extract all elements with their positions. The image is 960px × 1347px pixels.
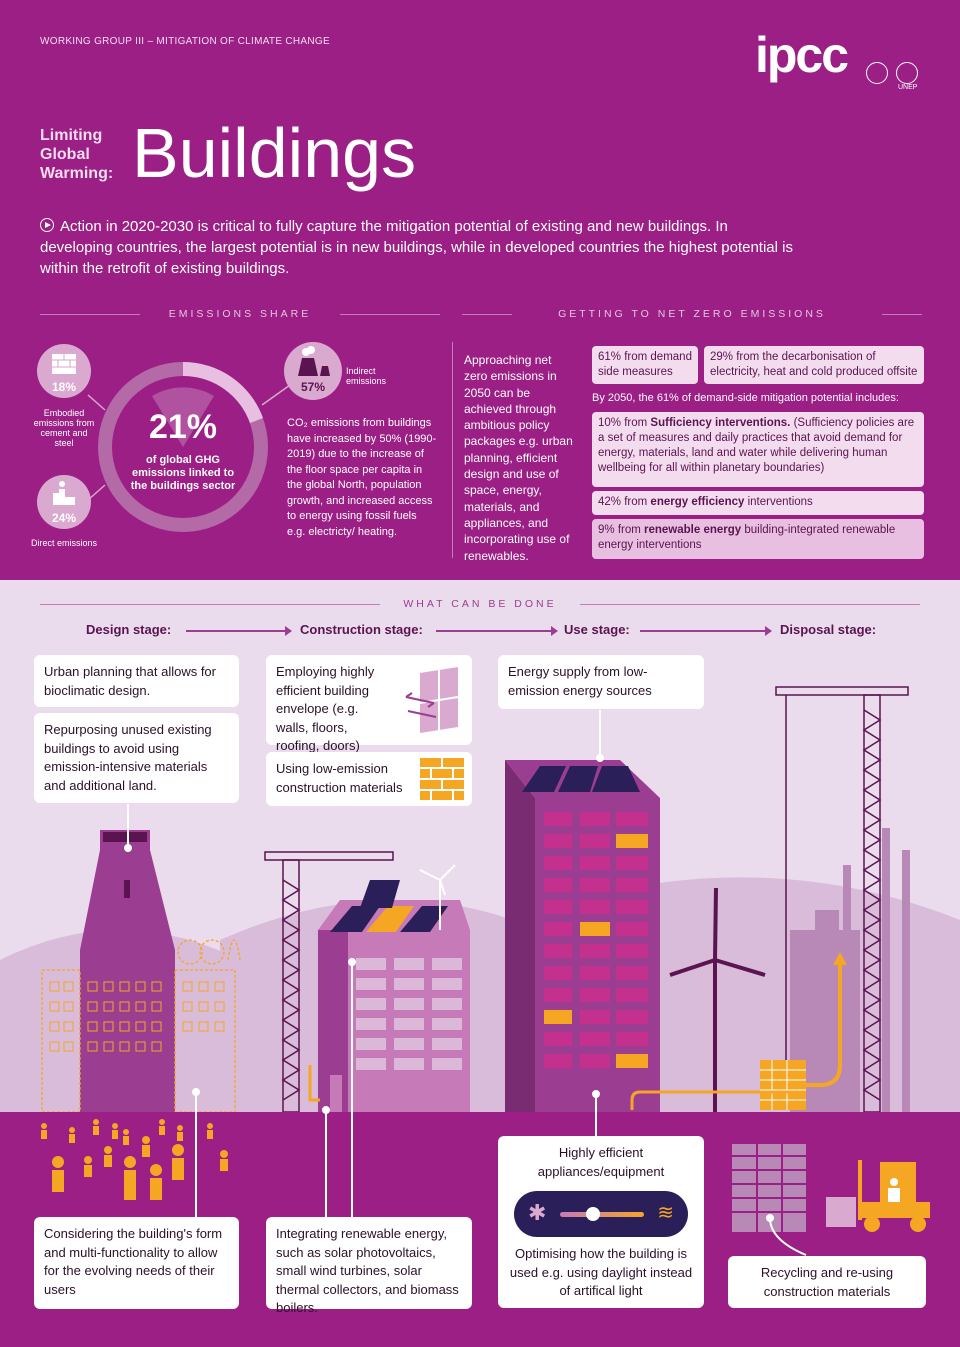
envelope-text: Employing highly efficient building enve…: [276, 664, 375, 753]
heat-icon: ≋: [657, 1202, 674, 1224]
what-can-be-done-text: WHAT CAN BE DONE: [403, 598, 557, 610]
slider-track: [560, 1212, 644, 1217]
urban-planning-card: Urban planning that allows for bioclimat…: [34, 655, 239, 707]
form-card: Considering the building's form and mult…: [34, 1217, 239, 1309]
sufficiency-post: (Sufficiency policies are a set of measu…: [598, 417, 915, 474]
direct-bubble: 24%: [37, 475, 91, 529]
slider-knob: [586, 1207, 600, 1221]
efficiency-post: interventions: [744, 496, 813, 508]
indirect-pct: 57%: [300, 380, 326, 394]
approach-text: Approaching net zero emissions in 2050 c…: [464, 353, 573, 563]
efficiency-box: 42% from energy efficiency interventions: [592, 491, 924, 515]
embodied-bubble: 18%: [37, 344, 91, 398]
sufficiency-box: 10% from Sufficiency interventions. (Suf…: [592, 412, 924, 487]
efficiency-pre: 42% from: [598, 496, 651, 508]
indirect-label: Indirect emissions: [346, 366, 387, 386]
arrow-3: [640, 626, 772, 636]
main-percentage: 21%: [148, 408, 218, 446]
stage-disposal: Disposal stage:: [780, 622, 877, 637]
appliances-text: Highly efficient appliances/equipment: [537, 1145, 665, 1179]
working-group-label: WORKING GROUP III – MITIGATION OF CLIMAT…: [40, 36, 330, 47]
renewable-bold: renewable energy: [644, 524, 742, 536]
illustration-background: [0, 686, 960, 1112]
wmo-emblem-icon: [866, 62, 888, 84]
net-zero-heading-text: GETTING TO NET ZERO EMISSIONS: [558, 308, 826, 320]
what-can-be-done-heading: WHAT CAN BE DONE: [40, 598, 920, 610]
sufficiency-bold: Sufficiency interventions.: [650, 417, 791, 429]
low-emission-text: Using low-emission construction material…: [276, 761, 403, 795]
connector-lines: [87, 384, 291, 501]
indirect-bubble: 57%: [284, 342, 342, 400]
ipcc-logo: ipcc: [755, 27, 849, 83]
snowflake-icon: ✱: [528, 1200, 547, 1225]
renewable-pre: 9% from: [598, 524, 645, 536]
stage-use: Use stage:: [564, 622, 630, 637]
arrow-1: [186, 626, 292, 636]
net-zero-heading: GETTING TO NET ZERO EMISSIONS: [462, 308, 922, 320]
direct-label: Direct emissions: [30, 538, 97, 548]
unep-label: UNEP: [898, 84, 918, 91]
renewable-box: 9% from renewable energy building-integr…: [592, 519, 924, 559]
intro-text: Action in 2020-2030 is critical to fully…: [40, 216, 800, 279]
limiting-label: Limiting Global Warming:: [40, 127, 114, 182]
renewable-card: Integrating renewable energy, such as so…: [266, 1217, 472, 1315]
sufficiency-pre: 10% from: [598, 417, 651, 429]
direct-pct: 24%: [51, 511, 77, 525]
window-icon: [405, 667, 459, 733]
envelope-card: Employing highly efficient building enve…: [266, 655, 472, 753]
low-emission-card: Using low-emission construction material…: [266, 752, 472, 806]
stage-design: Design stage:: [86, 622, 172, 637]
top-section: WORKING GROUP III – MITIGATION OF CLIMAT…: [0, 0, 960, 580]
efficiency-bold: energy efficiency: [650, 496, 745, 508]
energy-supply-card: Energy supply from low-emission energy s…: [498, 655, 704, 709]
emissions-donut: 21% of global GHG emissions linked to th…: [98, 362, 268, 532]
recycling-card: Recycling and re-using construction mate…: [728, 1256, 926, 1308]
bricks-icon: [420, 758, 464, 800]
repurposing-card: Repurposing unused existing buildings to…: [34, 713, 239, 803]
play-icon: [40, 218, 54, 232]
power-plant-icon: [298, 346, 330, 376]
donut-fan-svg: [152, 387, 214, 447]
thermostat-slider: ✱ ≋: [514, 1191, 688, 1237]
emissions-heading: EMISSIONS SHARE: [40, 308, 440, 320]
main-percentage-label: of global GHG emissions linked to the bu…: [130, 454, 236, 492]
emissions-heading-text: EMISSIONS SHARE: [168, 308, 312, 320]
unep-emblem-icon: [896, 62, 918, 84]
donut-svg: [183, 362, 263, 423]
embodied-label: Embodied emissions from cement and steel: [33, 408, 95, 448]
brick-icon: [52, 354, 76, 374]
divider: [452, 342, 453, 558]
intro-body: Action in 2020-2030 is critical to fully…: [40, 218, 793, 277]
factory-icon: [53, 481, 75, 505]
arrow-2: [436, 626, 558, 636]
optimising-text: Optimising how the building is used e.g.…: [509, 1246, 693, 1298]
ground-illustration: [41, 1119, 930, 1232]
decarbonisation-box: 29% from the decarbonisation of electric…: [704, 346, 924, 384]
demand-side-box: 61% from demand side measures: [592, 346, 698, 384]
by-2050-text: By 2050, the 61% of demand-side mitigati…: [592, 392, 899, 404]
indirect-segment: [183, 362, 263, 423]
embodied-pct: 18%: [51, 380, 77, 394]
page-title: Buildings: [132, 114, 417, 192]
renewable-post: building-integrated renewable energy int…: [598, 524, 896, 551]
stage-construction: Construction stage:: [300, 622, 423, 637]
appliances-card: Highly efficient appliances/equipment ✱ …: [498, 1136, 704, 1308]
co2-text: CO₂ emissions from buildings have increa…: [287, 417, 437, 538]
